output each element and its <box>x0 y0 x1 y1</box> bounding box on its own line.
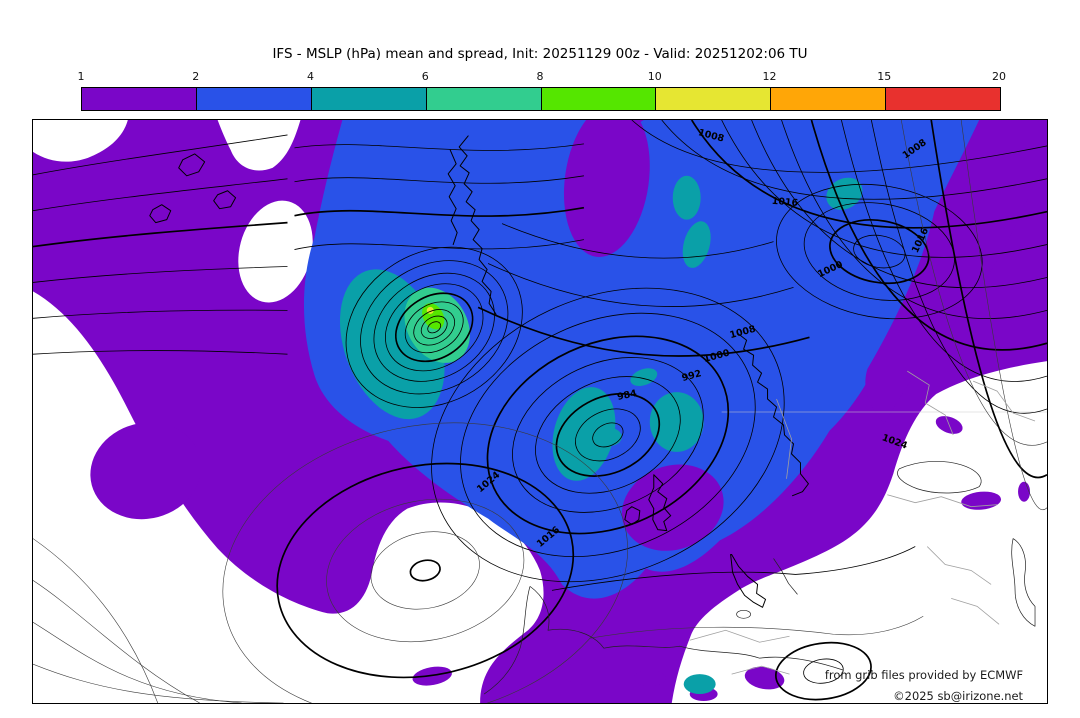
purple-topcenter-band <box>563 120 650 257</box>
purple-intrusions <box>563 120 1047 551</box>
colorbar-segments <box>81 87 1001 111</box>
coastline-ireland <box>624 506 641 526</box>
contours-atlantic-high <box>222 422 628 703</box>
contours-east-gradient <box>631 120 1047 510</box>
colorbar-tick: 4 <box>307 70 314 83</box>
coastline-greenland-east <box>458 135 497 315</box>
contours-top-center <box>294 143 585 250</box>
contours-norwegian-sea <box>477 223 810 357</box>
map-frame: 984 992 1000 1008 1016 1000 1008 1016 10… <box>32 119 1048 704</box>
coastline-blacksea <box>897 461 982 494</box>
colorbar-segment <box>771 88 887 110</box>
coastline-arctic-island-2 <box>213 190 237 210</box>
contours-southwest <box>33 538 284 703</box>
colorbar-segment <box>196 88 312 110</box>
contour-label: 1016 <box>771 196 799 209</box>
contour-label: 984 <box>616 388 638 403</box>
coastline-uk <box>648 474 672 532</box>
contours-barents-low <box>776 183 983 320</box>
coastline-norway <box>737 332 809 497</box>
attribution-copyright: ©2025 sb@irizone.net <box>893 689 1023 703</box>
colorbar-segment <box>426 88 542 110</box>
teal-blob-low-west <box>552 387 616 481</box>
colorbar-tick: 20 <box>992 70 1006 83</box>
colorbar-tick: 15 <box>877 70 892 83</box>
purple-blob-africa-4 <box>744 666 785 690</box>
coastline-iberia-med <box>529 586 844 671</box>
contours-northwest <box>33 134 288 355</box>
colorbar-ticks: 1 2 4 6 8 10 12 15 20 <box>77 70 1007 85</box>
purple-spread-islands <box>90 416 1031 702</box>
purple-topright-band <box>865 120 1047 424</box>
purple-england-blob <box>621 464 724 551</box>
contour-label: 992 <box>681 368 703 384</box>
teal-blob-low-north <box>630 368 658 387</box>
white-hudson-patch <box>238 200 313 303</box>
blue-main-region <box>303 120 976 599</box>
teal-blob-svalbard-1 <box>672 175 701 220</box>
map-canvas: 984 992 1000 1008 1016 1000 1008 1016 10… <box>33 120 1047 703</box>
coastline-caspian <box>1011 538 1036 627</box>
white-topleft-patch <box>33 120 128 162</box>
colorbar-segment <box>82 88 197 110</box>
purple-blob-east-2 <box>1018 481 1031 502</box>
colorbar-segment <box>541 88 657 110</box>
contours-iceland-low <box>345 246 523 408</box>
colorbar-tick: 6 <box>421 70 429 83</box>
colorbar-tick: 12 <box>762 70 777 83</box>
colorbar-tick: 8 <box>536 70 544 83</box>
coastline-arctic-island-3 <box>149 204 172 224</box>
purple-blob-africa-3 <box>633 670 666 687</box>
colorbar-segment <box>656 88 772 110</box>
coastline-africa-west <box>483 586 531 695</box>
white-atlantic-region <box>33 291 544 703</box>
teal-blob-med <box>683 674 716 695</box>
colorbar-tick: 1 <box>77 70 85 83</box>
colorbar: 1 2 4 6 8 10 12 15 20 <box>77 70 1007 112</box>
contours-med-high <box>774 641 872 701</box>
white-top-patch <box>217 120 301 171</box>
coastlines <box>149 135 1036 695</box>
attribution-source: from grib files provided by ECMWF <box>825 668 1023 682</box>
teal-blob-low-center <box>597 427 622 446</box>
colorbar-tick: 10 <box>647 70 662 83</box>
attribution: from grib files provided by ECMWF ©2025 … <box>825 668 1024 703</box>
coastline-arctic-island-1 <box>178 153 206 177</box>
chart-title: IFS - MSLP (hPa) mean and spread, Init: … <box>272 46 808 62</box>
coastline-sicily <box>736 609 751 619</box>
coastline-italy <box>730 554 767 608</box>
purple-blob-africa-2 <box>561 662 613 686</box>
coastline-balkan <box>773 558 798 595</box>
colorbar-segment <box>886 88 1000 110</box>
colorbar-tick: 2 <box>192 70 200 83</box>
low-spread-white-regions <box>33 120 1047 703</box>
country-borders <box>689 370 1036 675</box>
teal-blob-barents <box>826 177 863 210</box>
purple-blob-atlantic <box>90 422 202 520</box>
white-east-region <box>671 361 1047 703</box>
teal-blob-low-east <box>649 392 704 452</box>
colorbar-segment <box>311 88 427 110</box>
coastline-greenland-inner <box>447 149 458 246</box>
